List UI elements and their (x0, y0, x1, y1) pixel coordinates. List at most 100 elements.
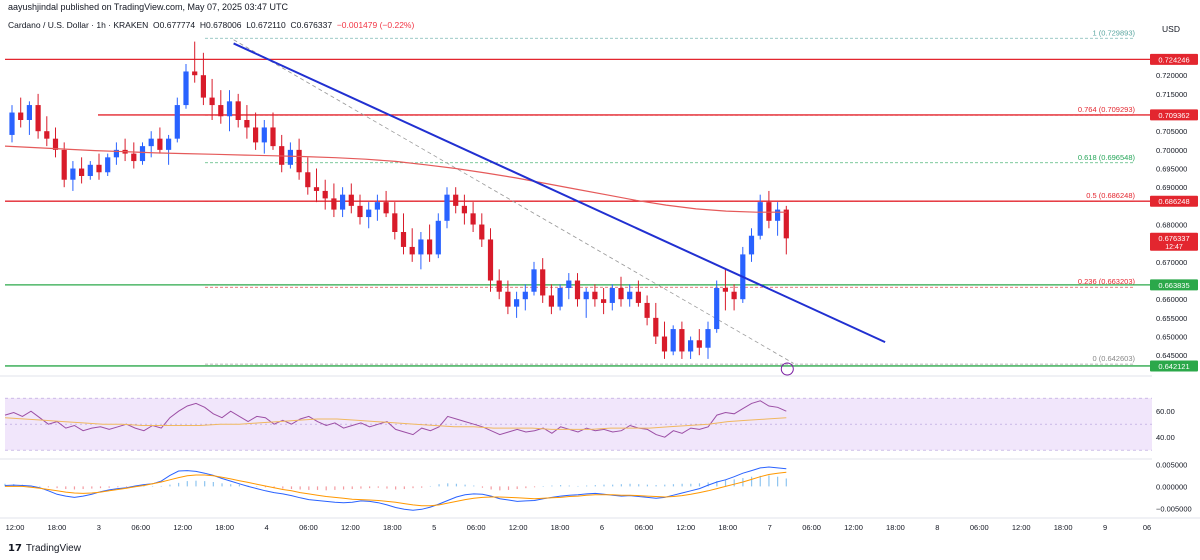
candle-body (487, 239, 494, 281)
macd-histogram-bar (412, 486, 414, 489)
change-value: −0.001479 (−0.22%) (336, 20, 415, 30)
x-tick-label: 06 (1143, 523, 1151, 532)
macd-histogram-bar (403, 486, 405, 490)
rsi-band (5, 398, 1152, 451)
macd-histogram-bar (664, 484, 666, 487)
macd-histogram-bar (464, 484, 466, 487)
tradingview-logo-text: TradingView (25, 543, 81, 554)
macd-histogram-bar (499, 486, 501, 491)
macd-histogram-bar (91, 486, 93, 489)
x-tick-label: 4 (264, 523, 268, 532)
candle-body (601, 299, 607, 303)
candle-body (618, 288, 624, 300)
fib-level-label: 0.5 (0.686248) (1086, 191, 1135, 200)
candle-body (627, 291, 633, 300)
candle-body (348, 194, 354, 206)
macd-histogram-bar (395, 486, 397, 490)
macd-histogram-bar (178, 482, 180, 487)
y-tick-label: 0.720000 (1156, 71, 1187, 80)
candle-body (574, 280, 581, 300)
candle-body (748, 235, 755, 255)
price-badge-label: 0.686248 (1158, 197, 1189, 206)
macd-histogram-bar (603, 484, 605, 487)
macd-histogram-bar (429, 485, 431, 487)
ohlc-legend: Cardano / U.S. Dollar · 1h · KRAKEN O0.6… (8, 20, 414, 30)
open-value: O0.677774 (153, 20, 196, 30)
candle-body (522, 291, 528, 300)
macd-histogram-bar (117, 486, 119, 488)
macd-histogram-bar (377, 486, 379, 488)
candle-body (357, 205, 363, 218)
macd-histogram-bar (612, 484, 614, 487)
macd-histogram-bar (586, 485, 588, 487)
candle-body (766, 202, 772, 221)
candle-body (70, 168, 76, 180)
macd-histogram-bar (351, 486, 353, 490)
x-tick-label: 18:00 (215, 523, 234, 532)
macd-histogram-bar (151, 485, 154, 487)
candle-body (566, 280, 572, 288)
y-tick-label: 0.715000 (1156, 90, 1187, 99)
macd-histogram-bar (690, 483, 692, 487)
candle-body (331, 198, 337, 210)
macd-line (4, 466, 787, 511)
candle-body (705, 329, 711, 348)
macd-histogram-bar (160, 485, 162, 487)
x-tick-label: 06:00 (634, 523, 653, 532)
macd-histogram-bar (533, 486, 536, 488)
candle-body (244, 120, 250, 128)
candle-body (322, 190, 328, 199)
candle-body (453, 194, 459, 206)
candle-body (96, 164, 102, 173)
macd-histogram-bar (768, 475, 770, 487)
tradingview-logo[interactable]: 17 TradingView (8, 543, 81, 554)
price-badge-label: 0.724246 (1158, 55, 1189, 64)
replay-icon (780, 362, 794, 376)
candle-body (44, 131, 50, 139)
candle-body (540, 269, 546, 296)
macd-histogram-bar (342, 486, 345, 490)
macd-histogram-bar (195, 480, 197, 487)
macd-histogram-bar (65, 486, 67, 490)
candle-body (644, 302, 650, 318)
x-tick-label: 12:00 (6, 523, 25, 532)
macd-histogram-bar (438, 484, 440, 487)
symbol-label[interactable]: Cardano / U.S. Dollar · 1h · KRAKEN (8, 20, 149, 30)
macd-histogram-bar (82, 486, 84, 490)
macd-histogram-bar (759, 475, 761, 487)
price-chart[interactable]: 0.720000 0.715000 0.705000 0.700000 0.695000… (0, 0, 1200, 540)
candle-body (235, 101, 241, 120)
candle-body (157, 138, 163, 150)
x-tick-label: 18:00 (48, 523, 67, 532)
candle-body (548, 295, 554, 307)
price-badge (1150, 195, 1198, 207)
candle-body (131, 153, 137, 162)
macd-histogram-bar (707, 482, 709, 487)
candle-body (775, 209, 781, 221)
price-badge (1150, 279, 1198, 291)
macd-histogram-bar (629, 483, 631, 487)
candle-body (61, 149, 67, 180)
price-badge-countdown: 12:47 (1165, 244, 1183, 251)
macd-histogram-bar (577, 485, 579, 487)
candle-body (35, 105, 41, 132)
candle-body (609, 288, 615, 303)
y-tick-label: 0.650000 (1156, 333, 1187, 342)
x-tick-label: 9 (1103, 523, 1107, 532)
currency-label[interactable]: USD (1162, 24, 1180, 34)
macd-histogram-bar (299, 486, 301, 490)
macd-signal-line (5, 471, 787, 507)
candle-body (148, 138, 154, 147)
moving-average-line (4, 145, 787, 213)
fib-level-label: 1 (0.729893) (1092, 28, 1135, 37)
fib-level-label: 0.764 (0.709293) (1078, 105, 1136, 114)
macd-histogram-bar (125, 486, 128, 488)
candle-body (505, 291, 511, 307)
y-tick-label: 0.645000 (1156, 351, 1187, 360)
rsi-y-tick: 60.00 (1156, 407, 1175, 416)
x-tick-label: 18:00 (1054, 523, 1073, 532)
x-tick-label: 18:00 (383, 523, 402, 532)
macd-histogram-bar (334, 486, 336, 490)
macd-y-tick: 0.005000 (1156, 460, 1187, 469)
macd-histogram-bar (559, 485, 562, 487)
